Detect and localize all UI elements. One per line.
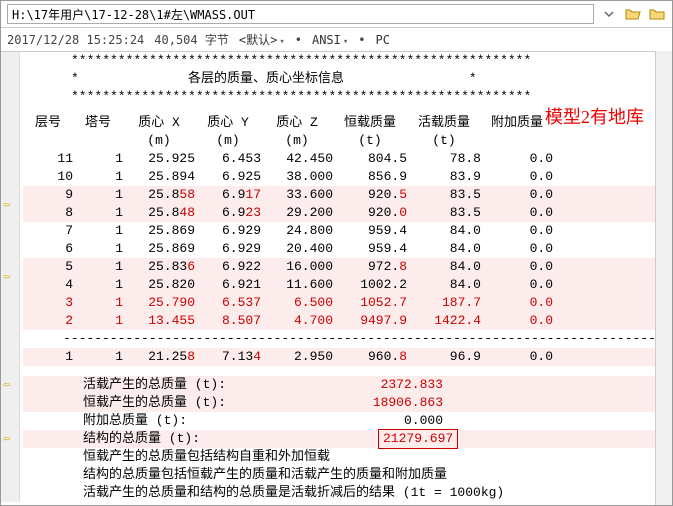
summary-total-row: 结构的总质量 (t): 21279.697 bbox=[23, 430, 672, 448]
note-line: 结构的总质量包括恒载产生的质量和活载产生的质量和附加质量 bbox=[23, 466, 672, 484]
table-units: (m) (m) (m) (t) (t) bbox=[23, 132, 672, 150]
diff-arrow-icon: ⇦ bbox=[3, 268, 10, 286]
star-border-bottom: ****************************************… bbox=[23, 88, 672, 106]
table-row: 7125.8696.92924.800959.484.00.0 bbox=[23, 222, 672, 240]
encoding-pc-dropdown[interactable]: PC bbox=[376, 33, 390, 47]
table-row: 11125.9256.45342.450804.578.80.0 bbox=[23, 150, 672, 168]
total-mass-box: 21279.697 bbox=[378, 429, 458, 449]
table-row: 6125.8696.92920.400959.484.00.0 bbox=[23, 240, 672, 258]
file-size: 40,504 字节 bbox=[154, 31, 229, 48]
divider-line: ----------------------------------------… bbox=[23, 330, 672, 348]
path-bar bbox=[1, 1, 672, 28]
summary-block: 活载产生的总质量 (t):2372.833 恒载产生的总质量 (t):18906… bbox=[23, 376, 672, 412]
folder-open-icon[interactable] bbox=[624, 5, 642, 23]
annotation-text: 模型2有地库 bbox=[545, 108, 644, 126]
section-title-row: * 各层的质量、质心坐标信息 * bbox=[23, 70, 672, 88]
path-input[interactable] bbox=[7, 4, 594, 24]
star-border-top: ****************************************… bbox=[23, 52, 672, 70]
diff-arrow-icon: ⇦ bbox=[3, 430, 10, 448]
folder-star-icon[interactable] bbox=[648, 5, 666, 23]
table-row: 5125.8366.92216.000972.884.00.0 bbox=[23, 258, 672, 276]
table-row: 3125.7906.5376.5001052.7187.70.0 bbox=[23, 294, 672, 312]
text-content: ⇦ ⇦ ⇦ ⇦ 模型2有地库 ****************************… bbox=[1, 52, 672, 502]
gutter: ⇦ ⇦ ⇦ ⇦ bbox=[1, 52, 20, 502]
vertical-scrollbar[interactable] bbox=[655, 51, 672, 505]
table-row: 2113.4558.5074.7009497.91422.40.0 bbox=[23, 312, 672, 330]
diff-arrow-icon: ⇦ bbox=[3, 196, 10, 214]
note-line: 活载产生的总质量和结构的总质量是活载折减后的结果 (1t = 1000kg) bbox=[23, 484, 672, 502]
table-row: 9125.8586.91733.600920.583.50.0 bbox=[23, 186, 672, 204]
table-row: 10125.8946.92538.000856.983.90.0 bbox=[23, 168, 672, 186]
table-row: 8125.8486.92329.200920.083.50.0 bbox=[23, 204, 672, 222]
file-datetime: 2017/12/28 15:25:24 bbox=[7, 33, 144, 47]
diff-arrow-icon: ⇦ bbox=[3, 376, 10, 394]
note-line: 恒载产生的总质量包括结构自重和外加恒载 bbox=[23, 448, 672, 466]
encoding-ansi-dropdown[interactable]: ANSI▾ bbox=[312, 33, 348, 47]
encoding-default-dropdown[interactable]: <默认>▾ bbox=[239, 31, 285, 48]
info-bar: 2017/12/28 15:25:24 40,504 字节 <默认>▾ • AN… bbox=[1, 28, 672, 52]
table-row: 4125.8206.92111.6001002.284.00.0 bbox=[23, 276, 672, 294]
dropdown-icon[interactable] bbox=[600, 5, 618, 23]
table-row: 1121.2587.1342.950960.896.90.0 bbox=[23, 348, 672, 366]
